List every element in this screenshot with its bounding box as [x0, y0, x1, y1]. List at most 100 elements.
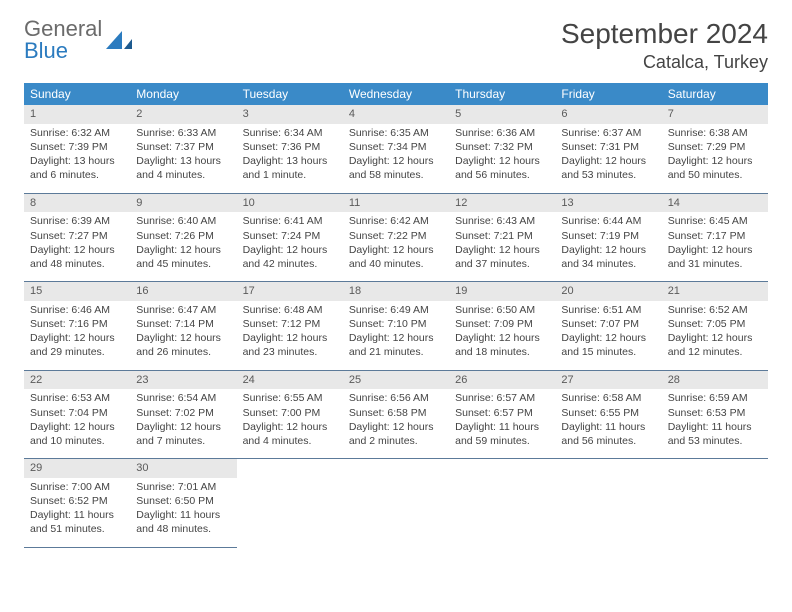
- daylight-text: Daylight: 12 hours and 2 minutes.: [349, 420, 443, 448]
- calendar-day-cell: 16Sunrise: 6:47 AMSunset: 7:14 PMDayligh…: [130, 282, 236, 371]
- day-number: 29: [24, 459, 130, 478]
- sunrise-text: Sunrise: 6:32 AM: [30, 126, 124, 140]
- sunset-text: Sunset: 7:05 PM: [668, 317, 762, 331]
- calendar-day-cell: 3Sunrise: 6:34 AMSunset: 7:36 PMDaylight…: [237, 105, 343, 193]
- sunrise-text: Sunrise: 6:39 AM: [30, 214, 124, 228]
- day-details: Sunrise: 6:34 AMSunset: 7:36 PMDaylight:…: [237, 124, 343, 193]
- sunrise-text: Sunrise: 6:57 AM: [455, 391, 549, 405]
- day-details: Sunrise: 6:56 AMSunset: 6:58 PMDaylight:…: [343, 389, 449, 458]
- daylight-text: Daylight: 11 hours and 53 minutes.: [668, 420, 762, 448]
- calendar-body: 1Sunrise: 6:32 AMSunset: 7:39 PMDaylight…: [24, 105, 768, 547]
- day-details: Sunrise: 6:43 AMSunset: 7:21 PMDaylight:…: [449, 212, 555, 281]
- day-number: 25: [343, 371, 449, 390]
- day-number: 24: [237, 371, 343, 390]
- sunrise-text: Sunrise: 6:37 AM: [561, 126, 655, 140]
- day-details: Sunrise: 6:38 AMSunset: 7:29 PMDaylight:…: [662, 124, 768, 193]
- day-number: 8: [24, 194, 130, 213]
- day-details: Sunrise: 6:49 AMSunset: 7:10 PMDaylight:…: [343, 301, 449, 370]
- calendar-day-cell: 29Sunrise: 7:00 AMSunset: 6:52 PMDayligh…: [24, 459, 130, 548]
- day-details: Sunrise: 6:45 AMSunset: 7:17 PMDaylight:…: [662, 212, 768, 281]
- sunset-text: Sunset: 7:07 PM: [561, 317, 655, 331]
- calendar-day-cell: 1 Sunrise: 6:32 AMSunset: 7:39 PMDaylight…: [24, 105, 130, 193]
- daylight-text: Daylight: 13 hours and 6 minutes.: [30, 154, 124, 182]
- sunrise-text: Sunrise: 7:00 AM: [30, 480, 124, 494]
- sunset-text: Sunset: 7:12 PM: [243, 317, 337, 331]
- sunrise-text: Sunrise: 6:48 AM: [243, 303, 337, 317]
- sunrise-text: Sunrise: 6:33 AM: [136, 126, 230, 140]
- sunset-text: Sunset: 7:39 PM: [30, 140, 124, 154]
- logo-sail-icon: [106, 31, 132, 49]
- sunset-text: Sunset: 7:22 PM: [349, 229, 443, 243]
- daylight-text: Daylight: 12 hours and 12 minutes.: [668, 331, 762, 359]
- day-number: 26: [449, 371, 555, 390]
- calendar-day-cell: ..: [449, 459, 555, 548]
- calendar-day-cell: 28Sunrise: 6:59 AMSunset: 6:53 PMDayligh…: [662, 370, 768, 459]
- sunrise-text: Sunrise: 6:34 AM: [243, 126, 337, 140]
- logo-text-2: Blue: [24, 38, 68, 63]
- day-number: 18: [343, 282, 449, 301]
- day-number: 6: [555, 105, 661, 124]
- calendar-day-cell: 2Sunrise: 6:33 AMSunset: 7:37 PMDaylight…: [130, 105, 236, 193]
- day-details: Sunrise: 6:42 AMSunset: 7:22 PMDaylight:…: [343, 212, 449, 281]
- daylight-text: Daylight: 12 hours and 21 minutes.: [349, 331, 443, 359]
- sunrise-text: Sunrise: 6:51 AM: [561, 303, 655, 317]
- calendar-day-cell: ..: [237, 459, 343, 548]
- weekday-header: Thursday: [449, 83, 555, 105]
- sunset-text: Sunset: 7:31 PM: [561, 140, 655, 154]
- daylight-text: Daylight: 12 hours and 26 minutes.: [136, 331, 230, 359]
- day-number: 21: [662, 282, 768, 301]
- day-number: 10: [237, 194, 343, 213]
- sunrise-text: Sunrise: 6:58 AM: [561, 391, 655, 405]
- sunrise-text: Sunrise: 6:53 AM: [30, 391, 124, 405]
- daylight-text: Daylight: 12 hours and 18 minutes.: [455, 331, 549, 359]
- calendar-day-cell: 9Sunrise: 6:40 AMSunset: 7:26 PMDaylight…: [130, 193, 236, 282]
- title-location: Catalca, Turkey: [561, 52, 768, 73]
- daylight-text: Daylight: 11 hours and 48 minutes.: [136, 508, 230, 536]
- day-details: Sunrise: 6:36 AMSunset: 7:32 PMDaylight:…: [449, 124, 555, 193]
- weekday-header: Sunday: [24, 83, 130, 105]
- sunrise-text: Sunrise: 6:46 AM: [30, 303, 124, 317]
- calendar-week-row: 1 Sunrise: 6:32 AMSunset: 7:39 PMDaylight…: [24, 105, 768, 193]
- day-details: Sunrise: 6:51 AMSunset: 7:07 PMDaylight:…: [555, 301, 661, 370]
- calendar-table: SundayMondayTuesdayWednesdayThursdayFrid…: [24, 83, 768, 548]
- sunset-text: Sunset: 7:32 PM: [455, 140, 549, 154]
- day-number: 5: [449, 105, 555, 124]
- daylight-text: Daylight: 12 hours and 4 minutes.: [243, 420, 337, 448]
- day-number: 3: [237, 105, 343, 124]
- sunset-text: Sunset: 7:00 PM: [243, 406, 337, 420]
- day-details: Sunrise: 7:00 AMSunset: 6:52 PMDaylight:…: [24, 478, 130, 547]
- daylight-text: Daylight: 12 hours and 37 minutes.: [455, 243, 549, 271]
- calendar-week-row: 15Sunrise: 6:46 AMSunset: 7:16 PMDayligh…: [24, 282, 768, 371]
- calendar-week-row: 22Sunrise: 6:53 AMSunset: 7:04 PMDayligh…: [24, 370, 768, 459]
- daylight-text: Daylight: 12 hours and 45 minutes.: [136, 243, 230, 271]
- sunrise-text: Sunrise: 6:56 AM: [349, 391, 443, 405]
- day-number: 4: [343, 105, 449, 124]
- daylight-text: Daylight: 12 hours and 48 minutes.: [30, 243, 124, 271]
- calendar-day-cell: 19Sunrise: 6:50 AMSunset: 7:09 PMDayligh…: [449, 282, 555, 371]
- calendar-day-cell: 30Sunrise: 7:01 AMSunset: 6:50 PMDayligh…: [130, 459, 236, 548]
- day-details: Sunrise: 6:46 AMSunset: 7:16 PMDaylight:…: [24, 301, 130, 370]
- sunset-text: Sunset: 6:57 PM: [455, 406, 549, 420]
- sunset-text: Sunset: 7:34 PM: [349, 140, 443, 154]
- sunrise-text: Sunrise: 6:44 AM: [561, 214, 655, 228]
- day-number: 13: [555, 194, 661, 213]
- sunset-text: Sunset: 7:27 PM: [30, 229, 124, 243]
- sunset-text: Sunset: 7:37 PM: [136, 140, 230, 154]
- day-details: Sunrise: 6:52 AMSunset: 7:05 PMDaylight:…: [662, 301, 768, 370]
- day-number: 1: [24, 105, 130, 124]
- day-details: Sunrise: 7:01 AMSunset: 6:50 PMDaylight:…: [130, 478, 236, 547]
- calendar-day-cell: ..: [343, 459, 449, 548]
- day-number: 15: [24, 282, 130, 301]
- calendar-day-cell: 22Sunrise: 6:53 AMSunset: 7:04 PMDayligh…: [24, 370, 130, 459]
- day-number: 28: [662, 371, 768, 390]
- sunset-text: Sunset: 7:09 PM: [455, 317, 549, 331]
- calendar-day-cell: 17Sunrise: 6:48 AMSunset: 7:12 PMDayligh…: [237, 282, 343, 371]
- calendar-day-cell: 20Sunrise: 6:51 AMSunset: 7:07 PMDayligh…: [555, 282, 661, 371]
- day-details: Sunrise: 6:59 AMSunset: 6:53 PMDaylight:…: [662, 389, 768, 458]
- calendar-day-cell: 23Sunrise: 6:54 AMSunset: 7:02 PMDayligh…: [130, 370, 236, 459]
- daylight-text: Daylight: 12 hours and 10 minutes.: [30, 420, 124, 448]
- sunset-text: Sunset: 6:53 PM: [668, 406, 762, 420]
- sunrise-text: Sunrise: 6:35 AM: [349, 126, 443, 140]
- sunrise-text: Sunrise: 6:41 AM: [243, 214, 337, 228]
- day-number: 23: [130, 371, 236, 390]
